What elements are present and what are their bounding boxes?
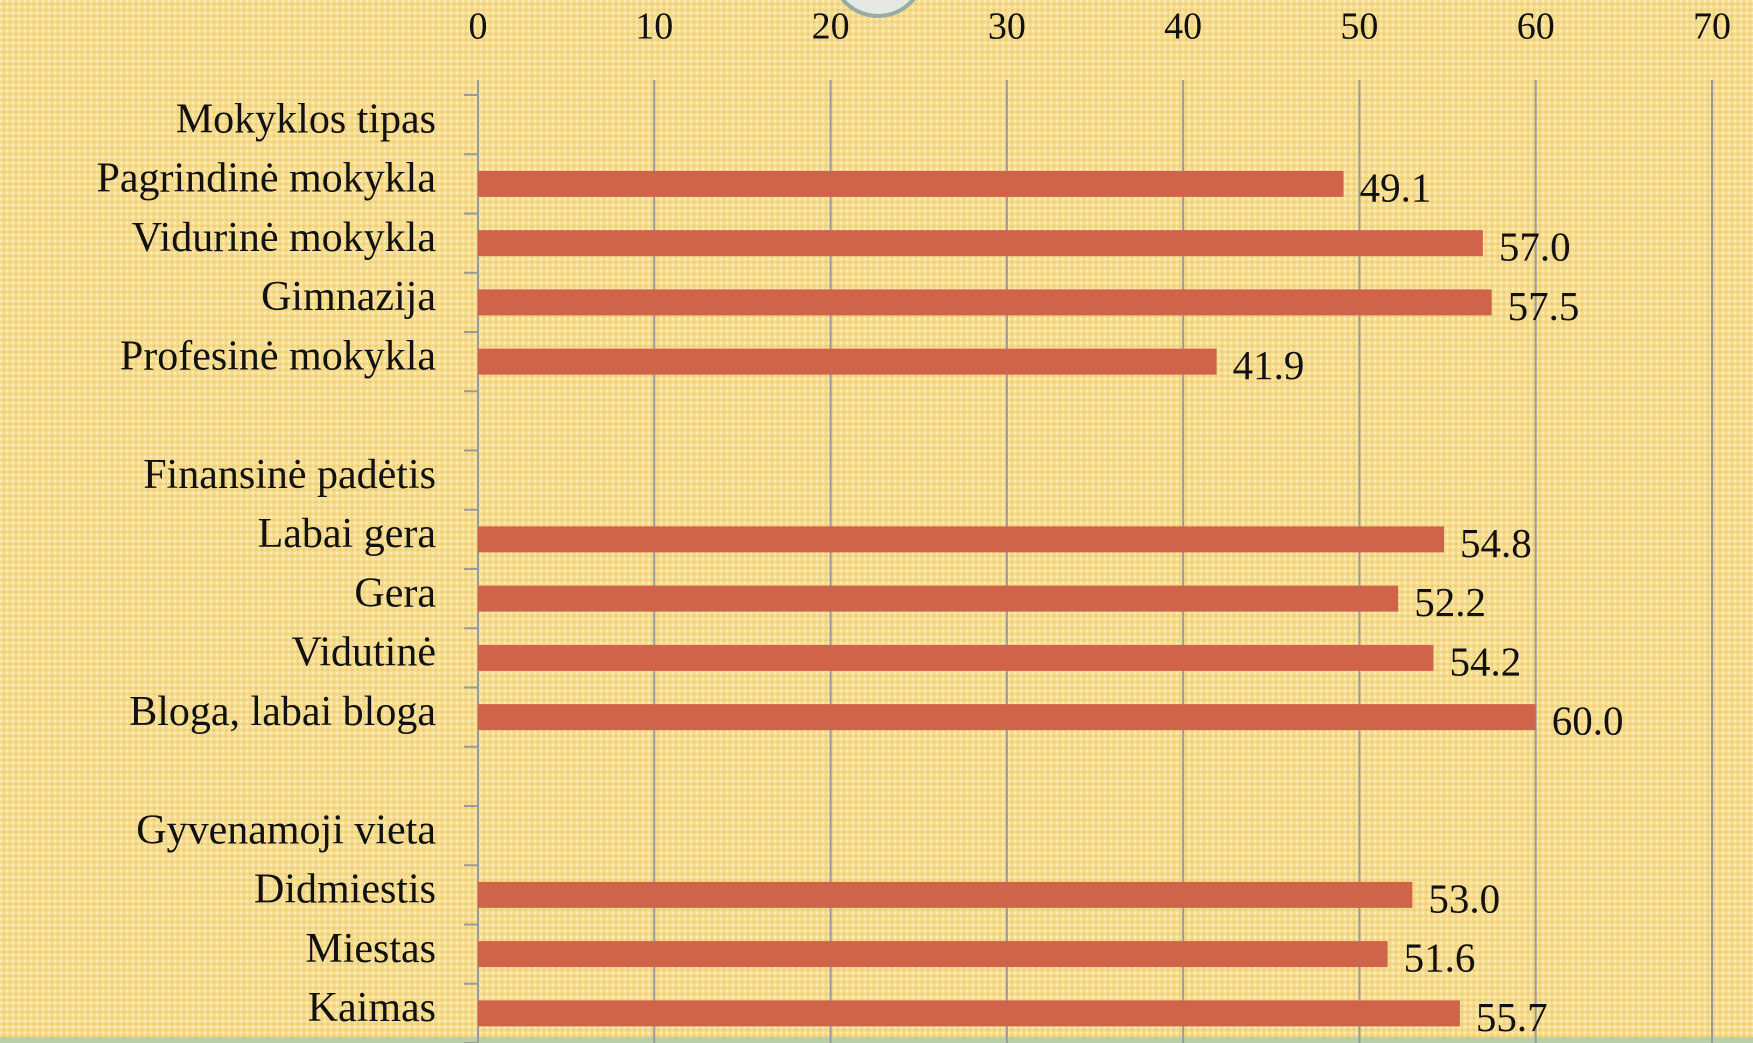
y-tick-label: Labai gera: [258, 511, 437, 557]
bar: [478, 1000, 1460, 1027]
y-tick-label: Profesinė mokykla: [120, 333, 436, 379]
x-tick-label: 60: [1517, 6, 1555, 48]
y-tick-label: Bloga, labai bloga: [129, 689, 436, 735]
footer-strip: [0, 1037, 1753, 1043]
y-tick-label: Vidurinė mokykla: [132, 215, 437, 261]
y-tick-label: Mokyklos tipas: [176, 96, 436, 142]
y-tick-label: Gimnazija: [261, 274, 436, 320]
bar: [478, 585, 1399, 612]
y-tick-label: Pagrindinė mokykla: [97, 156, 437, 202]
x-tick-label: 0: [469, 6, 488, 48]
y-tick-label: Didmiestis: [254, 867, 436, 913]
value-label: 41.9: [1233, 342, 1305, 388]
bar: [478, 230, 1483, 257]
value-label: 54.2: [1449, 638, 1521, 684]
y-tick-label: Kaimas: [308, 985, 436, 1031]
decoration: [840, 0, 916, 18]
value-label: 49.1: [1360, 164, 1432, 210]
y-tick-label: Finansinė padėtis: [143, 452, 436, 498]
y-tick-label: Gyvenamoji vieta: [136, 807, 436, 853]
y-tick-label: Vidutinė: [292, 630, 436, 676]
value-label: 52.2: [1414, 579, 1486, 625]
value-label: 60.0: [1552, 698, 1624, 744]
value-label: 53.0: [1428, 875, 1500, 921]
bar: [478, 170, 1344, 197]
bar: [478, 526, 1445, 553]
y-tick-label: Gera: [354, 570, 436, 616]
bar: [478, 644, 1434, 671]
x-tick-label: 70: [1693, 6, 1731, 48]
x-tick-label: 30: [988, 6, 1026, 48]
x-tick-label: 10: [635, 6, 673, 48]
bar: [478, 348, 1217, 375]
y-tick-label: Miestas: [305, 926, 436, 972]
bar: [478, 881, 1413, 908]
value-label: 55.7: [1476, 994, 1548, 1040]
value-label: 57.0: [1499, 224, 1571, 270]
x-tick-label: 50: [1340, 6, 1378, 48]
value-label: 54.8: [1460, 520, 1532, 566]
bar: [478, 289, 1492, 316]
x-tick-label: 20: [812, 6, 850, 48]
bar: [478, 941, 1388, 968]
value-label: 51.6: [1404, 935, 1476, 981]
value-label: 57.5: [1508, 283, 1580, 329]
x-tick-label: 40: [1164, 6, 1202, 48]
bar: [478, 704, 1536, 731]
